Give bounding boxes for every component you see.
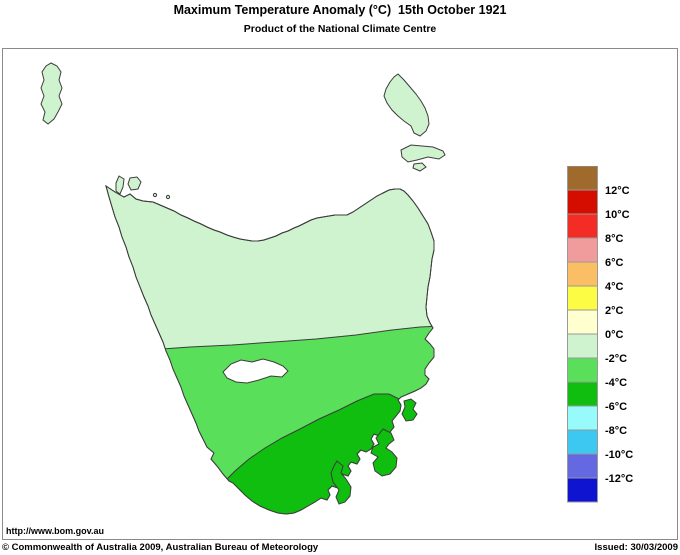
legend-swatch-2-4 (567, 285, 598, 311)
legend-label-2: 2°C (605, 305, 624, 317)
legend-swatch-m6-m8 (567, 405, 598, 431)
legend-swatch-m8-m10 (567, 429, 598, 455)
copyright-text: © Commonwealth of Australia 2009, Austra… (2, 542, 319, 553)
anomaly-zone-overlays (139, 325, 434, 514)
legend-swatch-m10-m12 (567, 453, 598, 479)
hunter-island-shape (115, 175, 125, 195)
legend-label-m6: -6°C (605, 401, 627, 413)
cape-barren-island-shape (400, 144, 446, 163)
page-title: Maximum Temperature Anomaly (°C) 15th Oc… (173, 3, 507, 17)
legend-label-12: 12°C (605, 185, 630, 197)
legend-swatch-m4-m6 (567, 381, 598, 407)
legend: 12°C 10°C 8°C 6°C 4°C 2°C 0°C -2°C -4°C … (567, 166, 633, 503)
north-coast-islet-1 (152, 192, 158, 198)
clarke-island-shape (412, 162, 427, 172)
legend-swatch-0-2 (567, 309, 598, 335)
legend-swatch-m2-m4 (567, 357, 598, 383)
tasman-peninsula-shape (370, 428, 398, 477)
legend-swatch-below-m12 (567, 477, 598, 503)
bruny-island-shape (330, 460, 352, 505)
maria-island-shape (401, 398, 418, 422)
legend-swatch-6-8 (567, 237, 598, 263)
legend-swatch-10-12 (567, 189, 598, 215)
lake-shape (222, 358, 289, 384)
legend-label-4: 4°C (605, 281, 624, 293)
legend-label-m2: -2°C (605, 353, 627, 365)
tasmania-coast-outline (105, 184, 435, 515)
bom-url-text: http://www.bom.gov.au (6, 526, 104, 536)
legend-swatch-4-6 (567, 261, 598, 287)
legend-label-10: 10°C (605, 209, 630, 221)
legend-label-m10: -10°C (605, 449, 633, 461)
north-coast-islet-2 (165, 194, 171, 200)
king-island-shape (40, 62, 63, 125)
legend-label-m4: -4°C (605, 377, 627, 389)
issued-date: Issued: 30/03/2009 (594, 542, 678, 553)
legend-swatch-8-10 (567, 213, 598, 239)
legend-label-m12: -12°C (605, 473, 633, 485)
legend-label-0: 0°C (605, 329, 624, 341)
legend-swatch-above-12 (567, 166, 598, 191)
legend-swatch-0-m2 (567, 333, 598, 359)
three-hummock-island-shape (127, 176, 142, 191)
legend-label-6: 6°C (605, 257, 624, 269)
legend-label-8: 8°C (605, 233, 624, 245)
page-subtitle: Product of the National Climate Centre (243, 23, 437, 35)
legend-label-m8: -8°C (605, 425, 627, 437)
flinders-island-shape (383, 73, 430, 137)
